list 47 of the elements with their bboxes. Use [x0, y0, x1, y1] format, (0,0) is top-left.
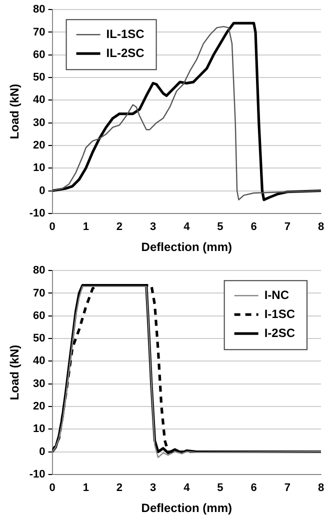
y-tick-label: 50: [33, 72, 46, 84]
x-tick-label: 1: [82, 482, 89, 494]
y-tick-label: 50: [33, 332, 46, 345]
y-tick-label: 40: [33, 355, 46, 368]
y-tick-label: -10: [29, 207, 46, 220]
y-tick-label: 0: [39, 446, 46, 458]
x-tick-label: 6: [250, 482, 257, 494]
x-tick-label: 0: [49, 221, 56, 234]
x-tick-label: 8: [318, 221, 324, 234]
y-tick-label: 10: [33, 423, 46, 436]
legend-label: I-NC: [264, 288, 290, 302]
x-tick-label: 6: [250, 221, 257, 234]
x-axis-title: Deflection (mm): [141, 240, 232, 254]
y-tick-label: 10: [33, 162, 46, 174]
x-tick-label: 3: [150, 482, 156, 494]
y-tick-label: 30: [33, 378, 46, 390]
x-tick-label: 8: [318, 482, 324, 494]
x-tick-label: 2: [116, 482, 123, 494]
y-tick-label: 40: [33, 94, 46, 106]
y-tick-label: 0: [39, 184, 46, 197]
y-tick-label: 60: [33, 310, 46, 322]
y-tick-label: 20: [33, 400, 46, 412]
x-tick-label: 1: [82, 221, 89, 234]
legend-label: IL-1SC: [106, 26, 145, 41]
legend-label: I-1SC: [264, 306, 296, 321]
y-tick-label: 20: [33, 140, 46, 152]
x-tick-label: 0: [49, 482, 56, 494]
x-tick-label: 3: [150, 221, 156, 234]
y-tick-label: 30: [33, 116, 46, 129]
y-tick-label: 80: [33, 4, 46, 16]
x-tick-label: 5: [217, 482, 224, 494]
y-tick-label: -10: [29, 468, 46, 480]
y-tick-label: 60: [33, 48, 46, 61]
x-tick-label: 2: [116, 221, 123, 234]
x-tick-label: 5: [217, 221, 224, 234]
x-tick-label: 4: [184, 221, 191, 234]
y-axis-title: Load (kN): [8, 84, 22, 140]
y-tick-label: 80: [33, 264, 46, 277]
y-axis-title: Load (kN): [8, 344, 22, 400]
x-tick-label: 7: [284, 482, 290, 494]
legend-label: IL-2SC: [106, 46, 145, 60]
y-tick-label: 70: [33, 26, 46, 38]
x-tick-label: 7: [284, 221, 290, 234]
x-tick-label: 4: [184, 482, 191, 494]
y-tick-label: 70: [33, 287, 46, 300]
legend-label: I-2SC: [264, 326, 296, 340]
x-axis-title: Deflection (mm): [141, 501, 232, 516]
